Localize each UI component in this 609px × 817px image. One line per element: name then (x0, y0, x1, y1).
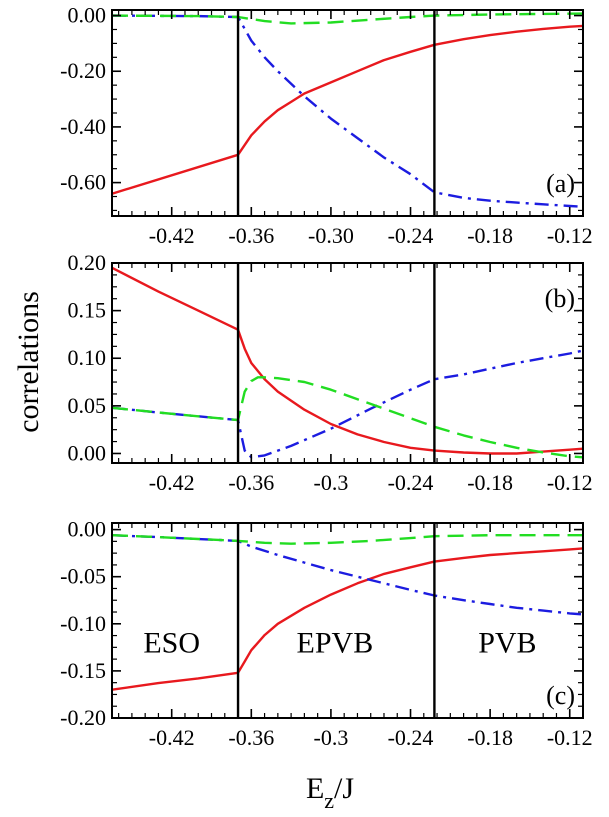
region-label: ESO (143, 627, 200, 660)
x-tick-label: -0.24 (388, 470, 434, 495)
y-tick-label: 0.10 (68, 345, 107, 370)
series-line-3 (112, 534, 583, 545)
y-tick-label: 0.00 (68, 517, 107, 542)
plot-frame (111, 9, 584, 217)
series-line-3 (112, 376, 583, 459)
x-tick-label: -0.12 (547, 725, 593, 750)
series-line-1 (112, 24, 583, 195)
y-tick-label: 0.00 (68, 440, 107, 465)
x-axis-title: Ez/J (306, 772, 354, 813)
series-line-2 (112, 349, 583, 459)
panel-label: (a) (546, 169, 575, 198)
chart-panel-1: 0.00 -0.20 -0.40 -0.60 -0.42 -0.36 -0.30 -0.24 -… (60, 3, 592, 248)
x-tick-label: -0.42 (149, 470, 195, 495)
y-tick-label: -0.05 (60, 564, 106, 589)
x-tick-label: -0.3 (314, 725, 349, 750)
y-tick-label: -0.20 (60, 58, 106, 83)
x-tick-label: -0.36 (228, 470, 274, 495)
x-tick-label: -0.36 (228, 725, 274, 750)
x-tick-label: -0.36 (228, 223, 274, 248)
series-line-2 (112, 14, 583, 208)
y-tick-label: -0.40 (60, 114, 106, 139)
series-line-2 (112, 534, 583, 616)
chart-panel-3: 0.00 -0.05 -0.10 -0.15 -0.20 -0.42 -0.36 -0.3 -0… (60, 517, 592, 750)
x-tick-label: -0.24 (388, 223, 434, 248)
y-tick-label: -0.15 (60, 658, 106, 683)
x-tick-label: -0.42 (149, 223, 195, 248)
x-tick-label: -0.18 (467, 470, 513, 495)
y-tick-label: -0.10 (60, 611, 106, 636)
x-tick-label: -0.18 (467, 223, 513, 248)
x-tick-label: -0.12 (547, 470, 593, 495)
y-axis-title: correlations (12, 291, 45, 433)
x-tick-label: -0.24 (388, 725, 434, 750)
x-tick-label: -0.42 (149, 725, 195, 750)
panel-label: (b) (545, 284, 575, 313)
chart-panel-2: 0.00 0.05 0.10 0.15 0.20 -0.42 -0.36 -0.3 -0.24 -… (68, 250, 593, 495)
x-axis-title-sub: z (324, 788, 334, 813)
x-tick-label: -0.12 (547, 223, 593, 248)
y-tick-label: 0.05 (68, 393, 107, 418)
series-line-1 (112, 266, 583, 455)
y-tick-label: 0.20 (68, 250, 107, 275)
plot-frame (111, 262, 584, 464)
y-tick-label: 0.00 (68, 3, 107, 28)
x-tick-label: -0.3 (314, 470, 349, 495)
region-label: EPVB (297, 627, 374, 660)
series-line-3 (112, 12, 583, 25)
region-label: PVB (478, 627, 536, 660)
plot-frame (111, 522, 584, 719)
y-tick-label: -0.60 (60, 170, 106, 195)
x-tick-label: -0.30 (308, 223, 354, 248)
y-tick-label: 0.15 (68, 298, 107, 323)
panel-label: (c) (546, 681, 575, 710)
x-axis-title-tail: /J (334, 772, 354, 805)
x-tick-label: -0.18 (467, 725, 513, 750)
y-tick-label: -0.20 (60, 705, 106, 730)
x-axis-title-main: E (306, 772, 324, 805)
series-line-1 (112, 547, 583, 691)
